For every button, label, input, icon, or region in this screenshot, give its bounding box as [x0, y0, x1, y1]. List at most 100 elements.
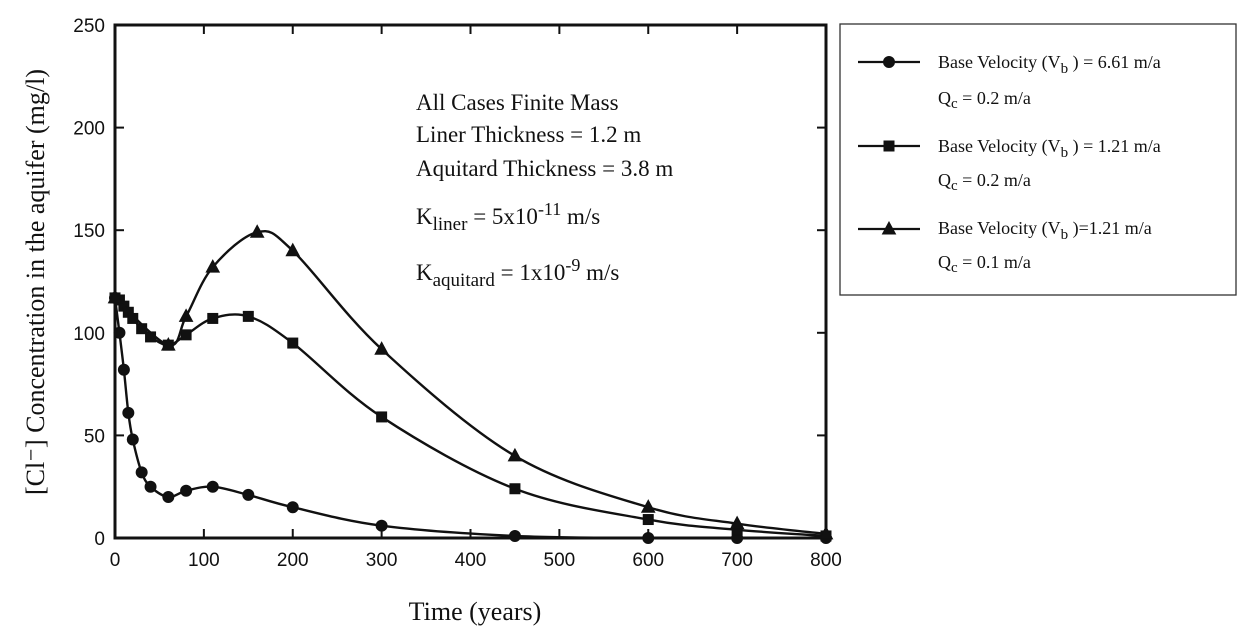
x-tick-label: 400 [455, 550, 487, 571]
y-tick-label: 200 [73, 119, 105, 140]
k-unit: m/s [580, 260, 619, 285]
legend-marks [858, 56, 920, 235]
legend-entry-sublabel: Qc = 0.2 m/a [938, 170, 1031, 194]
legend-q-sub: c [951, 96, 958, 112]
data-point-circle [242, 488, 255, 501]
legend-entry-label: Base Velocity (Vb ) = 1.21 m/a [938, 136, 1161, 161]
annotation-line: Aquitard Thickness = 3.8 m [416, 156, 673, 181]
y-tick-label: 250 [73, 16, 105, 37]
legend-main: Base Velocity (V [938, 52, 1061, 73]
data-point-circle [508, 529, 521, 542]
x-tick-label: 700 [721, 550, 753, 571]
data-point-circle [162, 490, 175, 503]
k-symbol: K [416, 260, 433, 285]
legend-q: Q [938, 170, 951, 190]
legend-q-sub: c [951, 178, 958, 194]
series-group [107, 224, 834, 544]
legend-rest: ) = 6.61 m/a [1068, 52, 1161, 73]
k-equation: = 1x10 [495, 260, 565, 285]
legend-rest: ) = 1.21 m/a [1068, 136, 1161, 157]
data-point-circle [135, 466, 148, 479]
data-point-square [180, 329, 192, 341]
k-equation: = 5x10 [467, 204, 537, 229]
y-tick-labels: 0 50 100 150 200 250 [73, 16, 105, 550]
data-point-triangle [640, 499, 656, 513]
y-tick-label: 150 [73, 221, 105, 242]
x-tick-labels: 0 100 200 300 400 500 600 700 800 [110, 550, 842, 571]
data-point-square [207, 312, 219, 324]
data-point-triangle [178, 308, 194, 322]
x-tick-label: 800 [810, 550, 842, 571]
y-tick-label: 0 [94, 529, 105, 550]
data-point-square [242, 310, 254, 322]
annotation-block: All Cases Finite Mass Liner Thickness = … [416, 90, 673, 291]
data-point-triangle [205, 259, 221, 273]
data-point-circle [642, 532, 655, 544]
data-point-circle [126, 433, 139, 446]
x-tick-label: 300 [366, 550, 398, 571]
legend-marker-triangle [881, 220, 897, 235]
data-point-circle [144, 480, 157, 493]
data-point-triangle [249, 224, 265, 238]
legend-sub: b [1061, 227, 1069, 243]
x-tick-label: 600 [632, 550, 664, 571]
legend-rest: )=1.21 m/a [1068, 218, 1152, 239]
legend-main: Base Velocity (V [938, 136, 1061, 157]
legend-entry-sublabel: Qc = 0.1 m/a [938, 252, 1031, 276]
legend-q: Q [938, 88, 951, 108]
data-point-square [127, 312, 139, 324]
legend-q: Q [938, 252, 951, 272]
series-line-circle [113, 297, 826, 540]
data-point-square [642, 514, 654, 526]
x-tick-label: 0 [110, 550, 121, 571]
data-point-triangle [374, 341, 389, 355]
data-point-triangle [107, 289, 123, 304]
annotation-line: All Cases Finite Mass [416, 90, 619, 115]
data-point-triangle [818, 525, 834, 540]
legend-q-rest: = 0.1 m/a [958, 252, 1031, 272]
legend-entry-label: Base Velocity (Vb ) = 6.61 m/a [938, 52, 1161, 77]
x-axis-title: Time (years) [409, 597, 542, 626]
legend-frame [839, 23, 1237, 296]
legend-entry-sublabel: Qc = 0.2 m/a [938, 88, 1031, 112]
k-aquitard-label: Kaquitard = 1x10-9 m/s [416, 255, 619, 291]
legend-sub: b [1061, 145, 1069, 161]
legend-main: Base Velocity (V [938, 218, 1061, 239]
legend-marker-square [883, 140, 895, 152]
legend-marker-circle [883, 56, 895, 68]
data-point-triangle [507, 447, 523, 462]
legend-q-sub: c [951, 260, 958, 276]
data-point-circle [117, 363, 130, 376]
legend-q-rest: = 0.2 m/a [958, 170, 1031, 190]
k-exponent: -11 [538, 199, 561, 219]
data-point-circle [180, 484, 193, 497]
data-point-circle [206, 480, 219, 493]
x-tick-label: 500 [544, 550, 576, 571]
k-exponent: -9 [565, 255, 580, 275]
x-tick-label: 200 [277, 550, 309, 571]
x-tick-label: 100 [188, 550, 220, 571]
annotation-line: Liner Thickness = 1.2 m [416, 122, 641, 147]
series-line-square [114, 296, 827, 538]
y-axis-title: [Cl⁻] Concentration in the aquifer (mg/l… [21, 69, 50, 495]
data-point-triangle [729, 515, 745, 530]
k-symbol: K [416, 204, 433, 229]
data-point-circle [122, 406, 135, 419]
data-point-triangle [160, 337, 176, 351]
data-point-circle [113, 326, 126, 339]
k-subscript: liner [433, 214, 468, 235]
k-unit: m/s [561, 204, 600, 229]
data-point-circle [286, 501, 299, 514]
data-point-circle [375, 519, 388, 532]
data-point-triangle [285, 242, 301, 257]
legend-q-rest: = 0.2 m/a [958, 88, 1031, 108]
k-subscript: aquitard [433, 270, 496, 291]
legend: Base Velocity (Vb ) = 6.61 m/a Qc = 0.2 … [839, 23, 1237, 296]
legend-sub: b [1061, 61, 1069, 77]
y-tick-label: 50 [84, 426, 105, 447]
k-liner-label: Kliner = 5x10-11 m/s [416, 199, 600, 235]
data-point-square [509, 483, 521, 495]
data-point-square [287, 337, 299, 349]
y-tick-label: 100 [73, 324, 105, 345]
